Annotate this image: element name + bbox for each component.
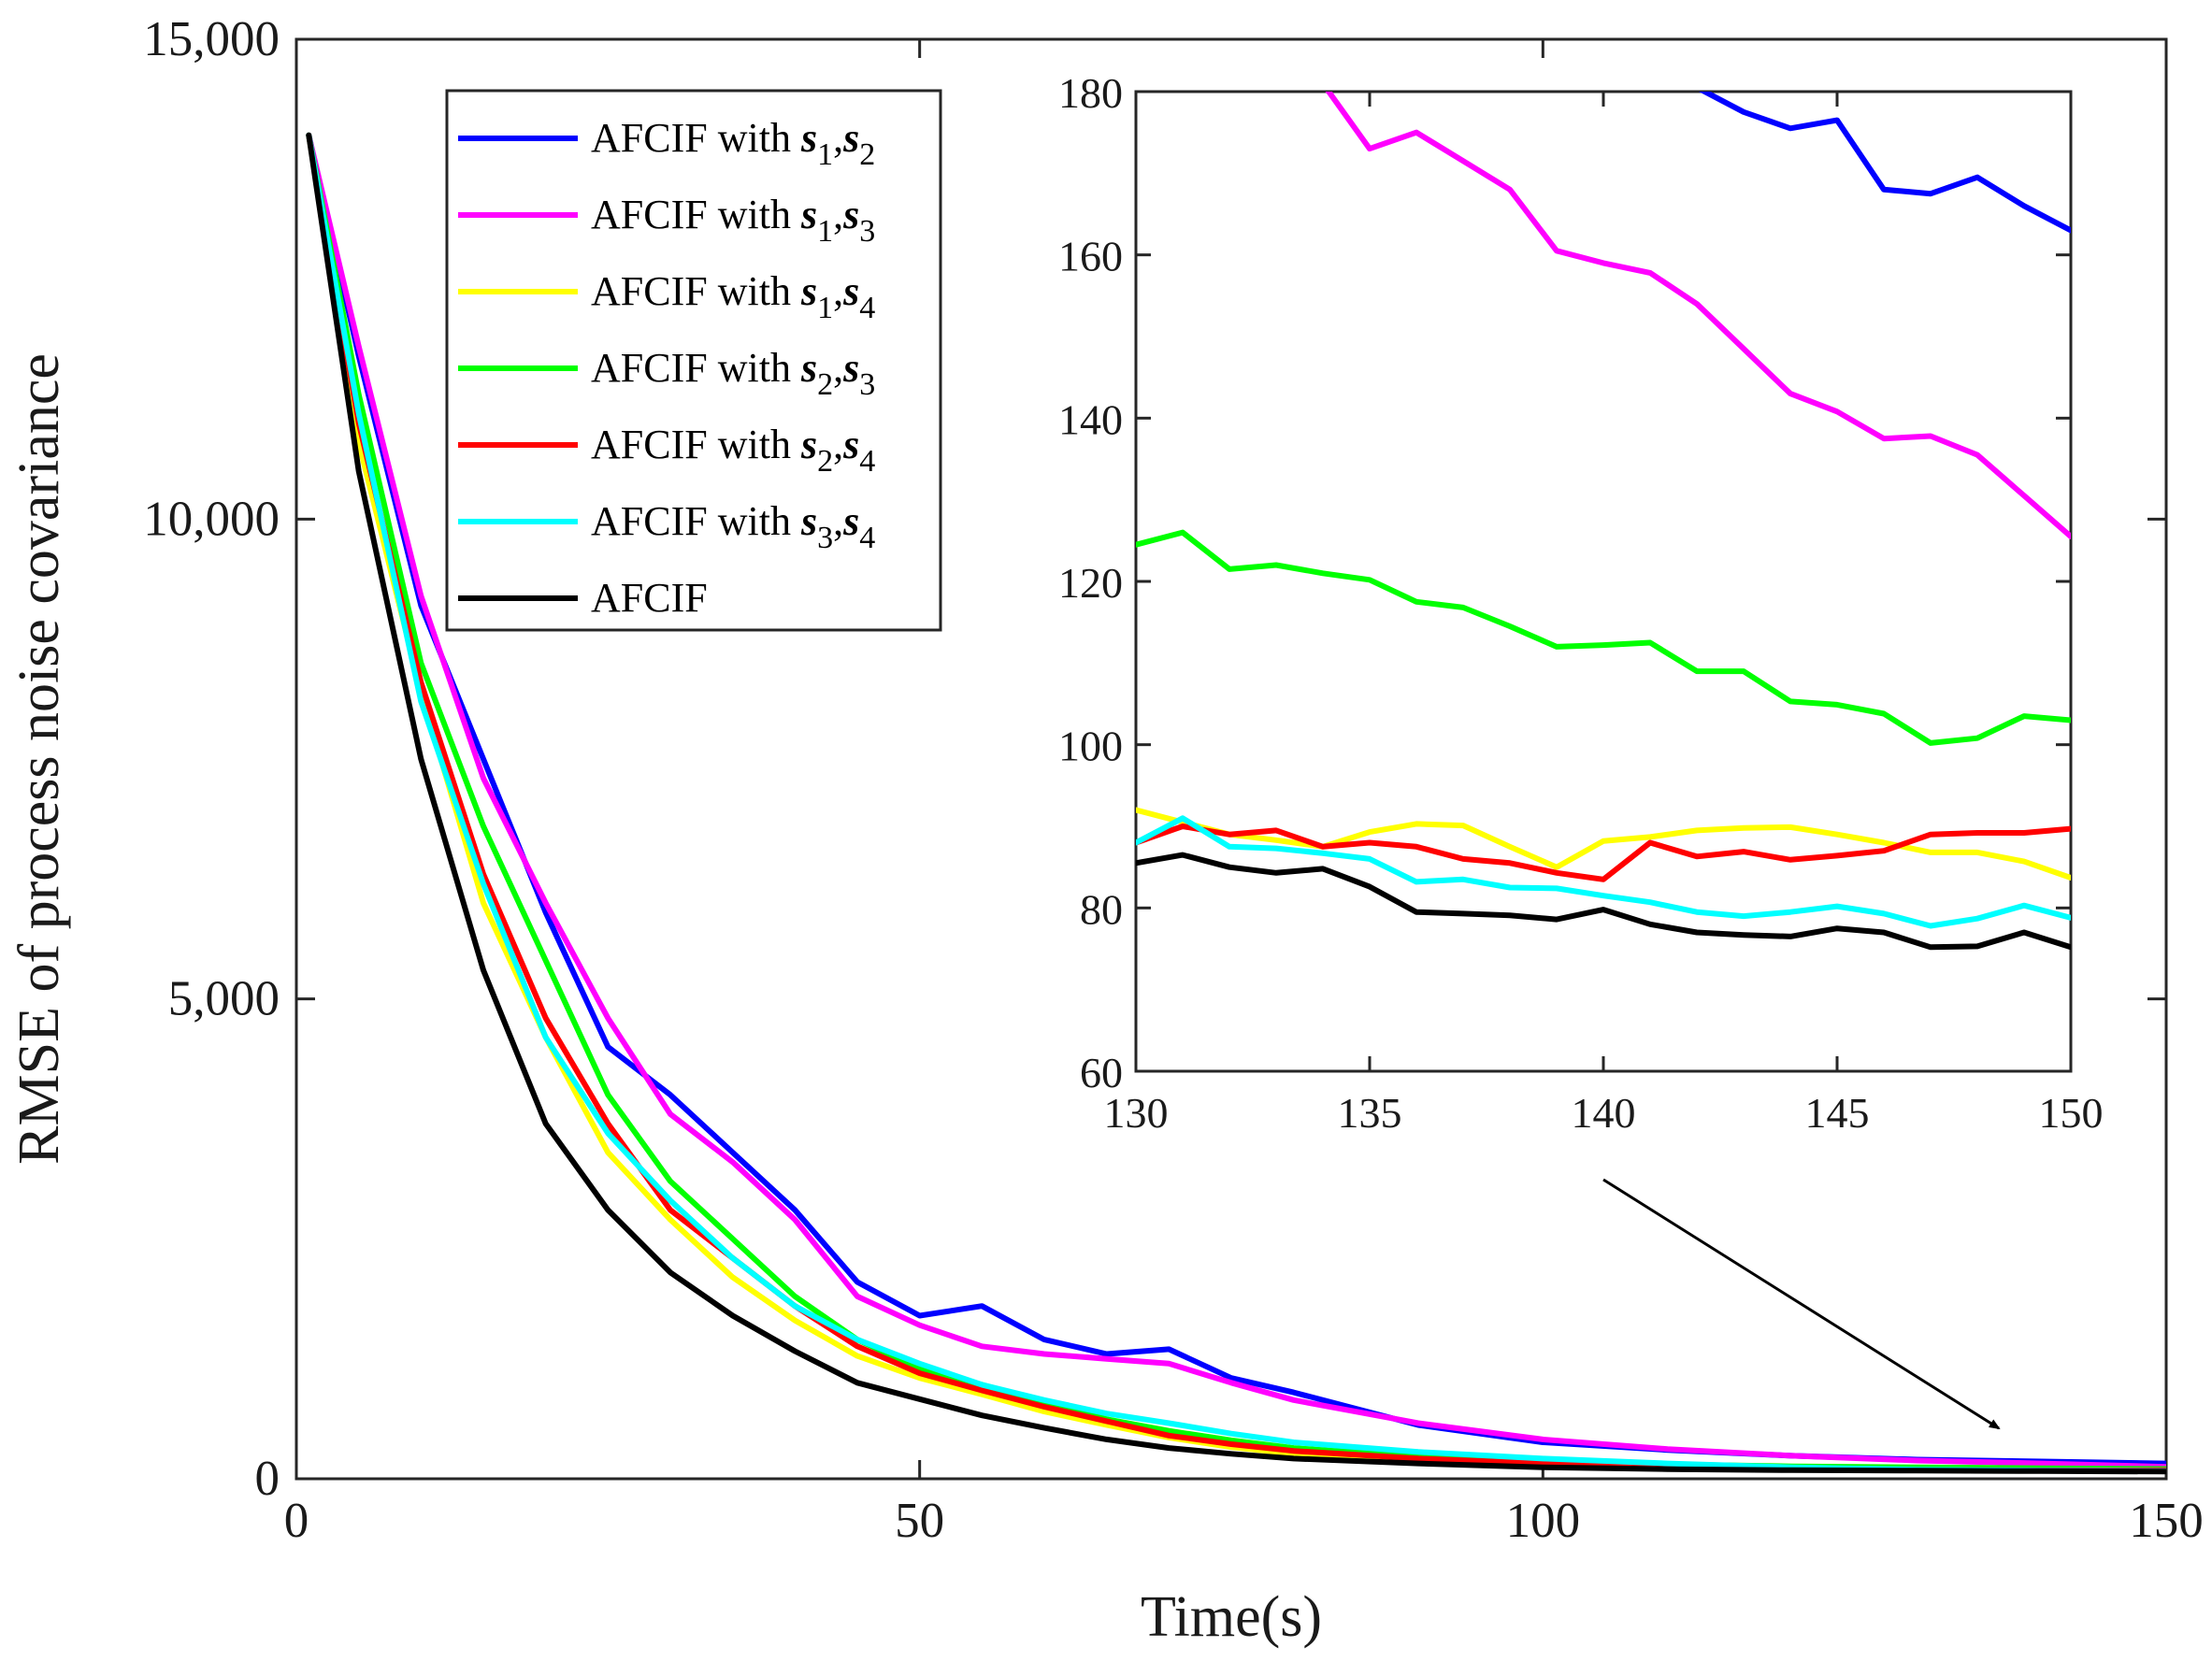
legend-label-s13: AFCIF with s1,s3 (591, 192, 875, 249)
inset-series-s13 (1325, 92, 2071, 539)
legend-subscript: 3 (817, 521, 833, 555)
inset-x-tick-label: 135 (1338, 1089, 1402, 1137)
main-y-tick-label: 10,000 (143, 492, 280, 546)
legend-symbol: s (800, 498, 817, 544)
legend-label-afcif: AFCIF (591, 575, 708, 621)
inset-series-afcif (1136, 852, 2071, 951)
legend-subscript: 2 (859, 137, 875, 172)
legend-subscript: 3 (859, 367, 875, 402)
legend-subscript: 4 (859, 521, 875, 555)
inset-x-tick-label: 130 (1104, 1089, 1169, 1137)
main-x-tick-label: 0 (284, 1494, 309, 1548)
main-series-group (306, 132, 2166, 1475)
legend-subscript: 1 (817, 291, 833, 325)
legend-symbol: s (800, 422, 817, 467)
legend-label-s34: AFCIF with s3,s4 (591, 498, 875, 555)
inset-series-s12 (1698, 92, 2071, 234)
legend-subscript: 4 (859, 444, 875, 479)
legend-symbol: s (800, 345, 817, 391)
main-x-tick-label: 150 (2129, 1494, 2204, 1548)
inset-y-tick-label: 180 (1058, 69, 1123, 117)
legend-separator: , (833, 268, 843, 314)
inset-y-tick-label: 100 (1058, 723, 1123, 770)
inset-plot-area: 130 135 140 145 150 60 80 100 120 140 160 180 (1058, 69, 2104, 1137)
legend-label-text: AFCIF with (591, 115, 801, 161)
legend-label-text: AFCIF with (591, 345, 801, 391)
inset-series-s23 (1136, 529, 2071, 746)
legend-symbol: s (842, 192, 859, 237)
legend-symbol: s (842, 268, 859, 314)
legend-label-text: AFCIF (591, 575, 708, 621)
legend-symbol: s (842, 345, 859, 391)
legend-symbol: s (842, 115, 859, 161)
legend-separator: , (833, 498, 843, 544)
inset-series-s14 (1136, 807, 2071, 881)
legend-subscript: 1 (817, 214, 833, 249)
legend-symbol: s (842, 498, 859, 544)
legend-label-text: AFCIF with (591, 268, 801, 314)
legend-box (445, 89, 942, 632)
legend-label-s23: AFCIF with s2,s3 (591, 345, 875, 402)
legend-label-text: AFCIF with (591, 192, 801, 237)
legend-separator: , (833, 192, 843, 237)
x-axis-title: Time(s) (1141, 1585, 1322, 1649)
inset-y-tick-label: 80 (1080, 885, 1123, 933)
main-y-tick-label: 15,000 (143, 12, 280, 66)
main-tick-labels: 0 50 100 150 0 5,000 10,000 15,000 (143, 12, 2204, 1548)
legend-symbol: s (800, 268, 817, 314)
inset-tick-labels: 130 135 140 145 150 60 80 100 120 140 160 180 (1058, 69, 2104, 1137)
zoom-arrow (1602, 1178, 2001, 1430)
legend-label-text: AFCIF with (591, 498, 801, 544)
main-y-tick-label: 5,000 (168, 972, 280, 1026)
inset-y-tick-label: 120 (1058, 559, 1123, 607)
main-series-s34 (306, 132, 2166, 1474)
legend-subscript: 1 (817, 137, 833, 172)
y-axis-title: RMSE of process noise covariance (7, 353, 71, 1165)
inset-x-tick-label: 140 (1572, 1089, 1636, 1137)
legend-subscript: 4 (859, 291, 875, 325)
inset-y-tick-label: 160 (1058, 233, 1123, 280)
legend-separator: , (833, 422, 843, 467)
inset-x-tick-label: 145 (1805, 1089, 1870, 1137)
legend-label-s12: AFCIF with s1,s2 (591, 115, 875, 172)
legend-label-s14: AFCIF with s1,s4 (591, 268, 875, 325)
legend-subscript: 2 (817, 444, 833, 479)
inset-series-group (1136, 92, 2071, 951)
inset-series-s34 (1136, 815, 2071, 929)
legend-subscript: 3 (859, 214, 875, 249)
inset-ticks (1134, 90, 2073, 1073)
inset-x-tick-label: 150 (2039, 1089, 2104, 1137)
main-series-afcif (306, 132, 2166, 1475)
main-x-tick-label: 50 (895, 1494, 944, 1548)
legend-label-text: AFCIF with (591, 422, 801, 467)
main-series-s13 (306, 132, 2166, 1470)
inset-y-tick-label: 140 (1058, 395, 1123, 443)
inset-series-s24 (1136, 824, 2071, 882)
legend-separator: , (833, 115, 843, 161)
legend-subscript: 2 (817, 367, 833, 402)
legend-symbol: s (800, 115, 817, 161)
legend-symbol: s (800, 192, 817, 237)
inset-y-tick-label: 60 (1080, 1049, 1123, 1096)
legend-symbol: s (842, 422, 859, 467)
legend-label-s24: AFCIF with s2,s4 (591, 422, 875, 479)
main-x-tick-label: 100 (1506, 1494, 1581, 1548)
legend-separator: , (833, 345, 843, 391)
main-y-tick-label: 0 (255, 1452, 280, 1506)
